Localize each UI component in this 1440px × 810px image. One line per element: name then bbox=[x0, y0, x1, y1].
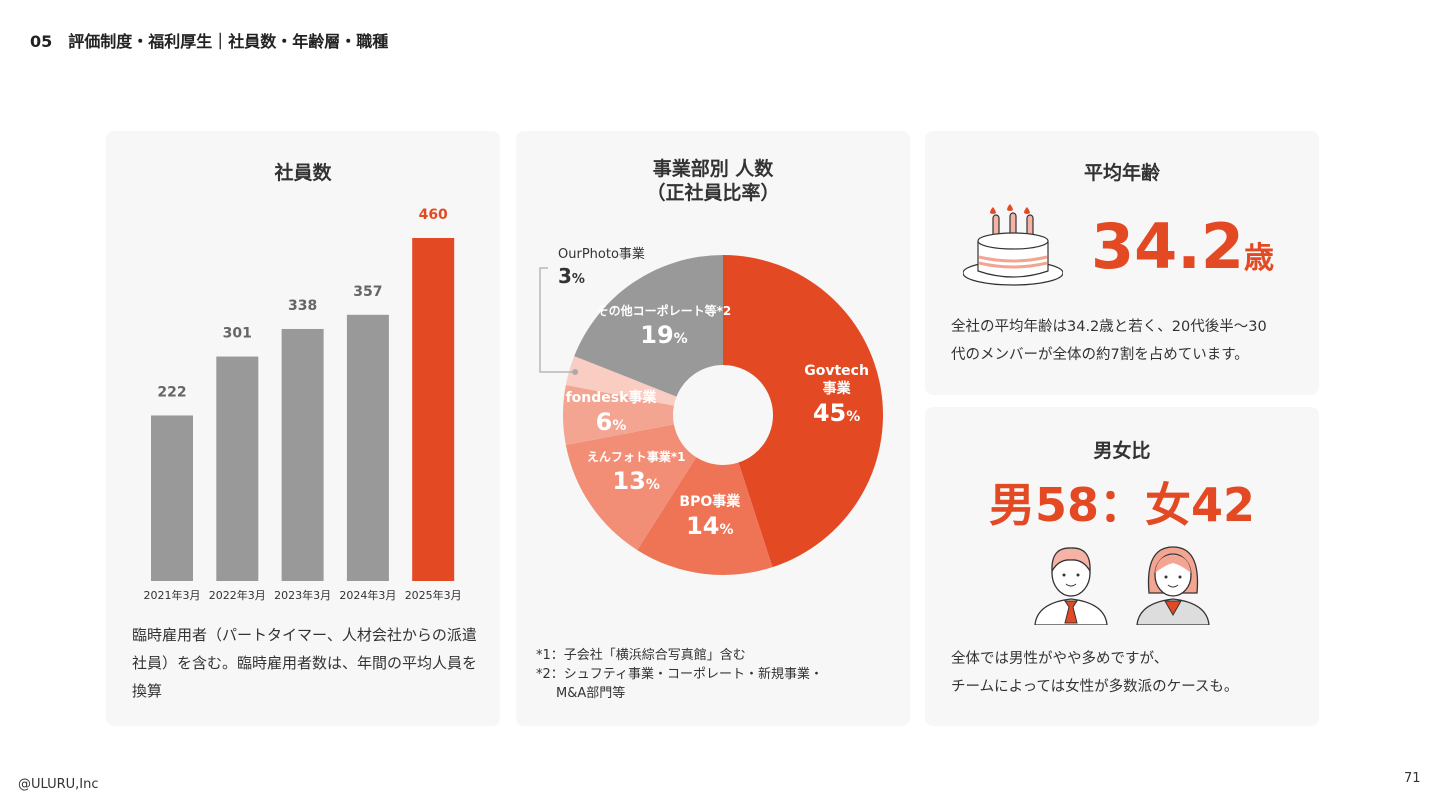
employees-note: 臨時雇用者（パートタイマー、人材会社からの派遣社員）を含む。臨時雇用者数は、年間… bbox=[132, 626, 478, 700]
slice-name: その他コーポレート等*2 bbox=[596, 304, 732, 319]
male-person-icon bbox=[1034, 547, 1108, 625]
bar-value-label: 222 bbox=[157, 384, 186, 400]
slice-percent-value: 19 bbox=[640, 321, 674, 350]
slice-percent-unit: % bbox=[572, 272, 585, 287]
page-number: 71 bbox=[1404, 771, 1421, 786]
gender-ratio-card: 男女比 男58：女42 全体では男性がやや多めですが、 チームによっては女性が多… bbox=[925, 407, 1319, 726]
age-description-2: 代のメンバーが全体の約7割を占めています。 bbox=[951, 347, 1249, 363]
slice-label: その他コーポレート等*2 19% bbox=[597, 302, 732, 354]
age-unit: 歳 bbox=[1243, 241, 1274, 276]
slice-percent-unit: % bbox=[612, 418, 627, 434]
slice-name: Govtech bbox=[804, 363, 869, 379]
footnote-3: M&A部門等 bbox=[556, 686, 626, 701]
slice-name: fondesk事業 bbox=[565, 390, 657, 406]
average-age-value: 34.2歳 bbox=[1091, 207, 1274, 299]
slice-percent-unit: % bbox=[719, 522, 734, 539]
slice-percent-value: 6 bbox=[595, 408, 613, 436]
footnote-1: *1：子会社「横浜綜合写真館」含む bbox=[536, 648, 746, 663]
age-title: 平均年齢 bbox=[1083, 162, 1160, 184]
page-title: 評価制度・福利厚生｜社員数・年齢層・職種 bbox=[68, 32, 389, 51]
donut-slice bbox=[637, 457, 773, 575]
donut-slice bbox=[565, 356, 677, 406]
average-age-card: 平均年齢 34.2歳 全社の平均年齢は34.2歳と若く、20代後半〜30 代のメ… bbox=[925, 131, 1319, 395]
gender-description-1: 全体では男性がやや多めですが、 bbox=[951, 651, 1169, 667]
footnotes: *1：子会社「横浜綜合写真館」含む *2：シュフティ事業・コーポレート・新規事業… bbox=[536, 646, 823, 703]
slice-percent: 13% bbox=[587, 466, 686, 500]
slice-percent: 6% bbox=[566, 407, 657, 441]
employees-title: 社員数 bbox=[274, 162, 332, 184]
female-person-icon bbox=[1136, 546, 1210, 625]
bar-2022年3月 bbox=[216, 356, 259, 581]
departments-subtitle: （正社員比率） bbox=[646, 182, 780, 204]
slice-percent-value: 45 bbox=[812, 399, 847, 427]
slice-name: OurPhoto事業 bbox=[558, 246, 645, 262]
slice-percent-unit: % bbox=[645, 477, 660, 494]
x-tick-label: 2022年3月 bbox=[209, 588, 266, 602]
slice-label: えんフォト事業*1 13% bbox=[587, 448, 686, 500]
leader-line bbox=[539, 267, 576, 373]
bar-value-label: 301 bbox=[223, 326, 252, 342]
slice-label: BPO事業 14% bbox=[679, 493, 740, 545]
slice-percent-unit: % bbox=[673, 331, 688, 348]
gender-description-2: チームによっては女性が多数派のケースも。 bbox=[951, 679, 1239, 695]
page-header: 05 評価制度・福利厚生｜社員数・年齢層・職種 bbox=[30, 28, 388, 52]
x-tick-label: 2024年3月 bbox=[339, 588, 396, 602]
slice-label: Govtech 事業 45% bbox=[804, 362, 869, 432]
gender-title: 男女比 bbox=[1093, 440, 1151, 462]
slice-label: fondesk事業 6% bbox=[566, 389, 657, 441]
bar-2023年3月 bbox=[281, 328, 324, 581]
x-tick-label: 2025年3月 bbox=[405, 588, 462, 602]
section-number: 05 bbox=[30, 32, 53, 51]
slice-percent-unit: % bbox=[846, 409, 861, 425]
age-number: 34.2 bbox=[1091, 210, 1244, 283]
departments-card: 事業部別 人数 （正社員比率） OurPhoto事業 3% *1：子会社「横浜綜合… bbox=[516, 131, 910, 726]
donut-slice bbox=[563, 385, 674, 445]
slice-percent-value: 13 bbox=[612, 467, 646, 496]
donut-slice bbox=[565, 424, 697, 551]
bar-value-label: 357 bbox=[353, 284, 382, 300]
bar-2024年3月 bbox=[346, 314, 389, 581]
departments-title: 事業部別 人数 bbox=[652, 158, 774, 180]
slice-percent-value: 3 bbox=[558, 264, 572, 288]
department-donut-chart: OurPhoto事業 3% bbox=[539, 246, 883, 575]
slice-percent: 19% bbox=[597, 320, 732, 354]
age-description-1: 全社の平均年齢は34.2歳と若く、20代後半〜30 bbox=[951, 319, 1267, 335]
employee-bar-chart: 222 2021年3月 301 2022年3月 338 2023年3月 357 2024年3月… bbox=[144, 207, 462, 602]
bar-value-label: 460 bbox=[419, 207, 448, 223]
slice-percent: 45% bbox=[804, 398, 869, 432]
bar-2025年3月 bbox=[412, 238, 455, 581]
employees-card: 社員数 222 2021年3月 301 2022年3月 338 2023年3月 357 202… bbox=[106, 131, 500, 726]
slice-name-2: 事業 bbox=[822, 381, 851, 397]
donut-slice bbox=[574, 255, 723, 397]
bar-2021年3月 bbox=[151, 415, 193, 581]
x-tick-label: 2023年3月 bbox=[274, 588, 331, 602]
copyright: @ULURU,Inc bbox=[18, 777, 99, 792]
slice-percent: 14% bbox=[679, 511, 740, 545]
donut-slice bbox=[723, 255, 883, 568]
birthday-cake-icon bbox=[963, 204, 1063, 286]
slice-name: えんフォト事業*1 bbox=[586, 450, 686, 465]
slice-percent-value: 14 bbox=[686, 512, 720, 541]
slice-percent: 3% bbox=[558, 264, 585, 288]
slice-name: BPO事業 bbox=[679, 494, 741, 511]
x-tick-label: 2021年3月 bbox=[144, 588, 201, 602]
bar-value-label: 338 bbox=[288, 298, 317, 314]
gender-ratio-value: 男58：女42 bbox=[988, 478, 1256, 532]
footnote-2: *2：シュフティ事業・コーポレート・新規事業・ bbox=[536, 667, 823, 682]
